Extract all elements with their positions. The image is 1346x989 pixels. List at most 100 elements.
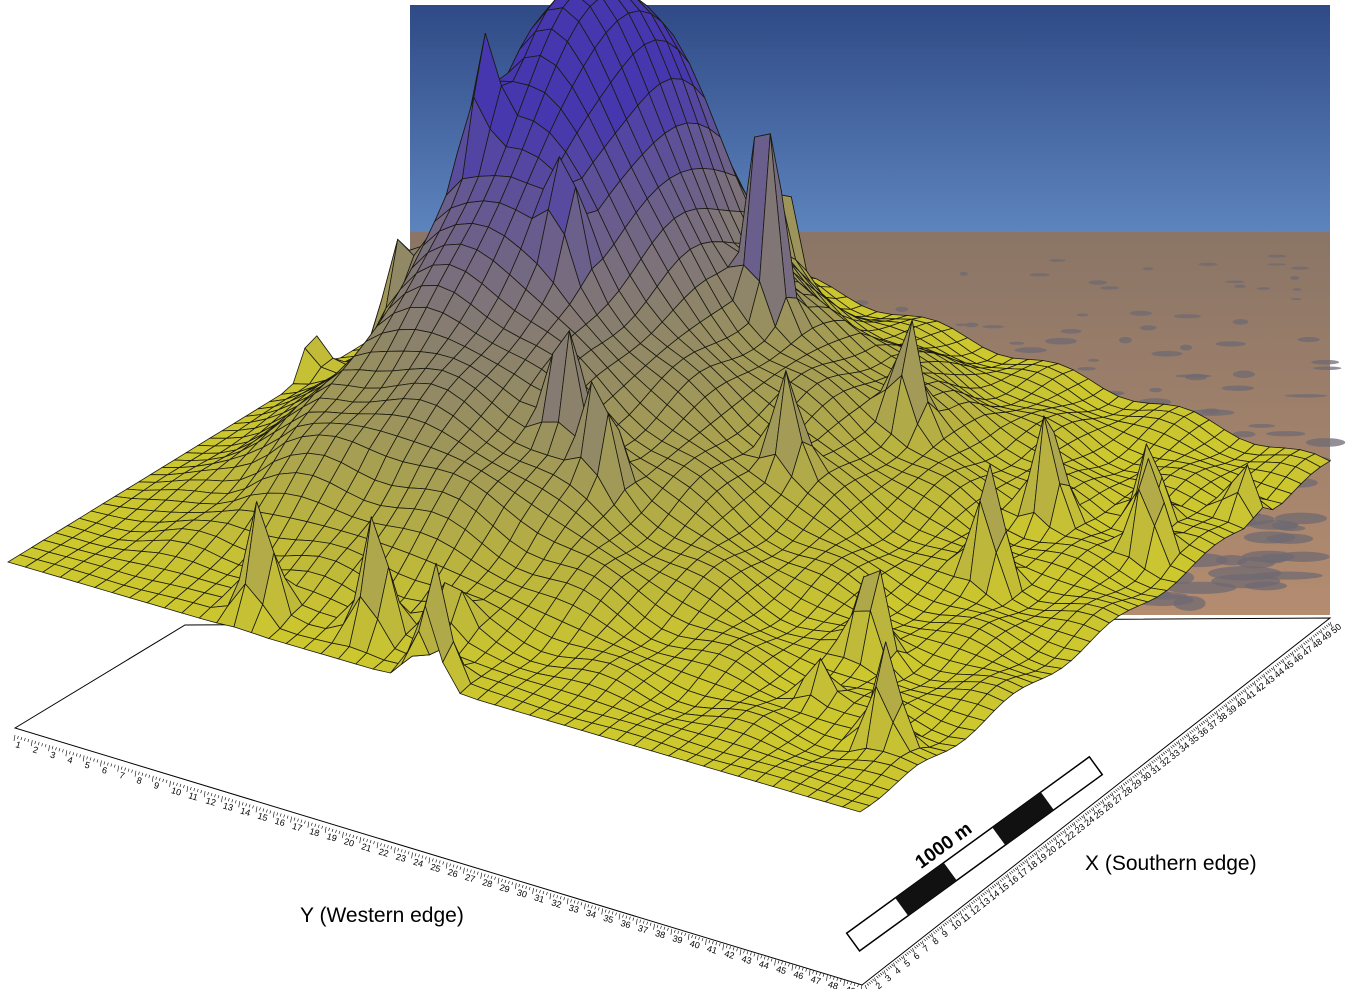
minor-tick bbox=[633, 918, 634, 921]
y-tick-label: 38 bbox=[654, 928, 666, 940]
minor-tick bbox=[952, 917, 954, 919]
minor-tick bbox=[170, 781, 171, 787]
minor-tick bbox=[986, 890, 988, 892]
minor-tick bbox=[14, 735, 15, 741]
minor-tick bbox=[928, 936, 930, 938]
minor-tick bbox=[809, 970, 810, 976]
minor-tick bbox=[1123, 783, 1125, 785]
minor-tick bbox=[1129, 779, 1131, 781]
minor-tick bbox=[1214, 712, 1216, 714]
minor-tick bbox=[1038, 850, 1040, 852]
y-tick-label: 34 bbox=[585, 908, 597, 920]
minor-tick bbox=[498, 878, 499, 884]
y-tick-label: 30 bbox=[516, 887, 528, 899]
minor-tick bbox=[128, 769, 129, 772]
minor-tick bbox=[443, 862, 444, 865]
minor-tick bbox=[481, 873, 482, 879]
minor-tick bbox=[1324, 626, 1326, 628]
y-tick-label: 22 bbox=[377, 846, 389, 858]
minor-tick bbox=[1009, 872, 1011, 874]
minor-tick bbox=[1267, 671, 1269, 673]
minor-tick bbox=[253, 805, 254, 808]
minor-tick bbox=[954, 915, 956, 917]
y-tick-label: 35 bbox=[602, 913, 614, 925]
shrub bbox=[1222, 385, 1255, 390]
shrub bbox=[1291, 267, 1308, 270]
y-tick-label: 45 bbox=[775, 964, 787, 976]
minor-tick bbox=[460, 867, 461, 870]
shrub bbox=[1268, 255, 1286, 258]
minor-tick bbox=[964, 908, 966, 910]
minor-tick bbox=[408, 851, 409, 854]
minor-tick bbox=[218, 795, 219, 798]
minor-tick bbox=[28, 739, 29, 742]
minor-tick bbox=[823, 974, 824, 977]
shrub bbox=[1244, 531, 1295, 543]
minor-tick bbox=[994, 884, 996, 886]
minor-tick bbox=[270, 811, 271, 814]
minor-tick bbox=[132, 770, 133, 773]
minor-tick bbox=[983, 893, 985, 895]
minor-tick bbox=[757, 954, 758, 960]
minor-tick bbox=[66, 750, 67, 756]
minor-tick bbox=[880, 973, 882, 975]
minor-tick bbox=[901, 957, 903, 959]
minor-tick bbox=[412, 852, 413, 858]
y-tick-label: 11 bbox=[187, 790, 199, 802]
minor-tick bbox=[1030, 856, 1032, 858]
minor-tick bbox=[1309, 638, 1311, 640]
minor-tick bbox=[584, 903, 585, 909]
minor-tick bbox=[1180, 739, 1182, 741]
minor-tick bbox=[1248, 686, 1250, 688]
shrub bbox=[960, 272, 968, 276]
minor-tick bbox=[990, 887, 992, 889]
minor-tick bbox=[62, 749, 63, 752]
y-tick-label: 2 bbox=[32, 744, 40, 755]
minor-tick bbox=[1034, 853, 1036, 855]
minor-tick bbox=[1040, 849, 1042, 851]
minor-tick bbox=[882, 972, 884, 974]
minor-tick bbox=[1047, 843, 1049, 845]
minor-tick bbox=[1032, 855, 1034, 857]
minor-tick bbox=[1157, 757, 1159, 759]
x-tick-label: 5 bbox=[902, 958, 912, 969]
minor-tick bbox=[1195, 727, 1197, 729]
minor-tick bbox=[163, 779, 164, 782]
y-tick-label: 17 bbox=[291, 821, 303, 833]
minor-tick bbox=[1239, 693, 1241, 695]
minor-tick bbox=[1201, 723, 1203, 725]
y-tick-label: 9 bbox=[153, 780, 161, 791]
minor-tick bbox=[1228, 702, 1230, 704]
minor-tick bbox=[1125, 782, 1127, 784]
minor-tick bbox=[1212, 714, 1214, 716]
minor-tick bbox=[100, 761, 101, 767]
shrub bbox=[1225, 281, 1244, 284]
minor-tick bbox=[114, 765, 115, 768]
figure: 1234567891011121314151617181920212223242… bbox=[0, 0, 1346, 989]
y-tick-label: 26 bbox=[447, 867, 459, 879]
shrub bbox=[1257, 287, 1271, 290]
y-tick-label: 7 bbox=[118, 770, 126, 781]
y-tick-label: 28 bbox=[481, 877, 493, 889]
minor-tick bbox=[59, 748, 60, 751]
minor-tick bbox=[1258, 678, 1260, 680]
minor-tick bbox=[356, 836, 357, 839]
y-tick-label: 18 bbox=[308, 826, 320, 838]
minor-tick bbox=[1315, 634, 1317, 636]
minor-tick bbox=[1326, 625, 1328, 627]
minor-tick bbox=[1079, 818, 1081, 820]
minor-tick bbox=[1005, 875, 1007, 877]
minor-tick bbox=[49, 745, 50, 751]
minor-tick bbox=[374, 841, 375, 844]
minor-tick bbox=[1053, 838, 1055, 840]
y-tick-label: 12 bbox=[205, 795, 217, 807]
minor-tick bbox=[118, 766, 119, 772]
minor-tick bbox=[1294, 650, 1296, 652]
minor-tick bbox=[1004, 877, 1006, 879]
minor-tick bbox=[1205, 720, 1207, 722]
minor-tick bbox=[985, 892, 987, 894]
minor-tick bbox=[867, 984, 869, 986]
minor-tick bbox=[1066, 828, 1068, 830]
minor-tick bbox=[512, 882, 513, 885]
x-tick-label: 8 bbox=[931, 936, 941, 947]
